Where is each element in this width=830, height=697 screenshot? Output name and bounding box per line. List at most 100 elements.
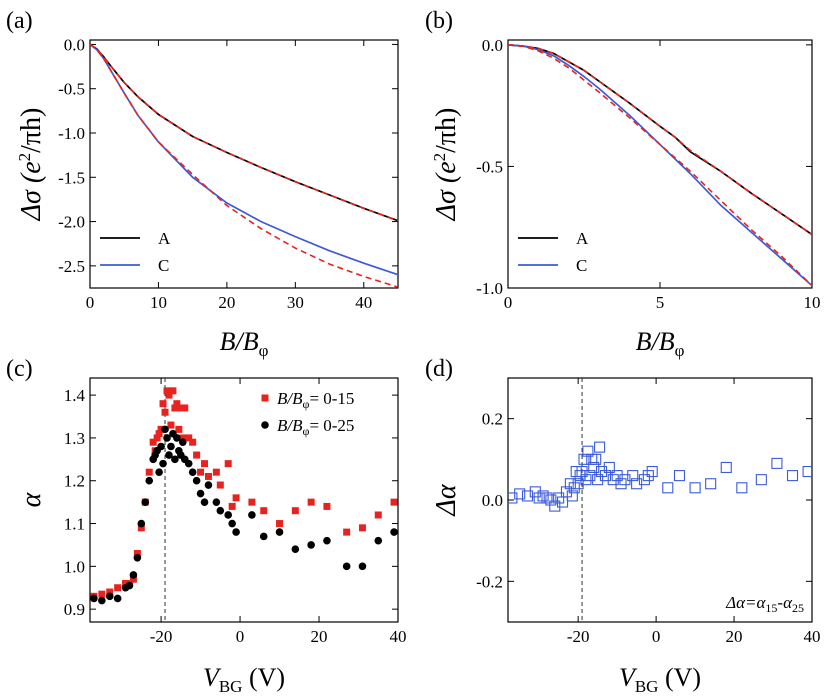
- data-point-square: [114, 584, 122, 592]
- legend-label: A: [576, 229, 589, 248]
- data-point-open-square: [588, 461, 600, 474]
- panel-label: (a): [6, 8, 33, 34]
- data-point-open-square: [771, 457, 783, 469]
- data-point-open-square: [521, 490, 534, 502]
- data-point-circle: [291, 545, 300, 554]
- series-line-c: [508, 44, 812, 287]
- data-point-open-square: [786, 470, 799, 482]
- data-point-circle: [137, 519, 146, 528]
- data-point-circle: [113, 594, 122, 603]
- data-point-square: [358, 524, 366, 532]
- data-point-square: [201, 460, 209, 468]
- y-tick-label: 0.0: [482, 36, 503, 55]
- data-point-open-square: [549, 500, 561, 512]
- series-line-a: [508, 44, 812, 236]
- data-point-square: [193, 451, 201, 459]
- y-tick-label: -1.0: [476, 279, 503, 298]
- data-point-open-square: [557, 496, 569, 508]
- y-tick-label: 1.2: [64, 472, 85, 491]
- data-point-circle: [358, 562, 367, 571]
- data-point-open-square: [642, 470, 654, 482]
- y-tick-label: -1.5: [58, 168, 85, 187]
- y-tick-label: 1.3: [64, 429, 85, 448]
- data-point-open-square: [568, 482, 580, 494]
- data-point-circle: [90, 594, 98, 603]
- data-point-square: [171, 404, 179, 412]
- data-point-square: [291, 507, 299, 515]
- data-point-open-square: [615, 478, 627, 490]
- y-tick-label: -0.2: [476, 572, 503, 591]
- data-point-open-square: [607, 474, 619, 486]
- data-point-square: [137, 524, 145, 532]
- data-point-square: [390, 498, 398, 506]
- y-axis-label: α: [16, 491, 47, 507]
- data-point-square: [374, 511, 382, 519]
- data-point-square: [323, 502, 331, 510]
- plot-area: [90, 387, 398, 605]
- data-point-open-square: [564, 478, 576, 490]
- data-point-square: [163, 387, 171, 395]
- data-point-open-square: [533, 492, 545, 504]
- data-point-open-square: [673, 470, 686, 482]
- data-point-open-square: [599, 470, 611, 482]
- data-point-square: [212, 468, 220, 476]
- data-point-circle: [178, 438, 187, 447]
- axes-frame: [507, 39, 813, 289]
- data-point-square: [155, 430, 163, 438]
- x-tick-label: 0: [652, 627, 661, 646]
- data-point-square: [232, 494, 240, 502]
- data-point-square: [179, 434, 187, 442]
- x-tick-label: 0: [86, 293, 95, 312]
- legend-marker-circle: [261, 421, 269, 429]
- x-axis-label: VBG (V): [619, 663, 701, 696]
- legend-label: B/Bφ= 0-25: [277, 416, 354, 438]
- y-tick-label: 1.4: [64, 386, 86, 405]
- data-point-open-square: [594, 441, 606, 453]
- axes-frame: [89, 39, 399, 289]
- data-point-square: [157, 425, 165, 433]
- data-point-open-square: [603, 461, 615, 474]
- data-point-circle: [125, 581, 134, 590]
- annotation-formula: Δα=α15-α25: [725, 593, 804, 615]
- data-point-circle: [163, 434, 171, 442]
- data-point-open-square: [553, 492, 565, 504]
- data-point-square: [133, 550, 141, 558]
- data-point-circle: [228, 519, 236, 528]
- data-point-circle: [173, 434, 181, 442]
- series-line-a: [90, 43, 398, 222]
- axes-frame: [89, 377, 399, 623]
- data-point-open-square: [755, 474, 767, 486]
- panel-d: -20 0 20 40 -0.2 0.0 0.2 (d) VBG (V) Δα Δα=α15-α25: [425, 356, 821, 696]
- data-point-circle: [212, 498, 221, 506]
- data-point-circle: [192, 476, 201, 485]
- data-point-open-square: [638, 474, 650, 486]
- data-point-circle: [141, 498, 150, 506]
- x-tick-label: -20: [150, 627, 173, 646]
- y-axis-label: Δσ (e2/πh): [430, 108, 462, 222]
- data-point-circle: [98, 596, 106, 605]
- data-point-circle: [157, 442, 165, 451]
- series-line-a-fit: [90, 43, 398, 222]
- x-tick-label: 5: [656, 293, 665, 312]
- data-point-circle: [374, 536, 383, 545]
- data-point-circle: [161, 425, 169, 434]
- data-point-open-square: [802, 465, 812, 478]
- x-tick-label: 20: [726, 627, 743, 646]
- plot-area: [508, 441, 812, 512]
- data-point-circle: [248, 511, 256, 519]
- data-point-open-square: [627, 470, 639, 482]
- data-point-open-square: [578, 453, 590, 465]
- data-point-open-square: [529, 486, 541, 498]
- data-point-open-square: [576, 465, 588, 478]
- legend-label: B/Bφ= 0-15: [277, 389, 354, 411]
- data-point-square: [175, 425, 183, 433]
- data-point-circle: [105, 592, 114, 601]
- data-point-open-square: [592, 474, 604, 486]
- data-point-circle: [129, 571, 138, 579]
- data-point-circle: [188, 468, 197, 476]
- data-point-square: [177, 404, 185, 412]
- data-point-open-square: [508, 492, 518, 504]
- data-point-circle: [259, 532, 268, 541]
- panel-label: (c): [6, 356, 33, 382]
